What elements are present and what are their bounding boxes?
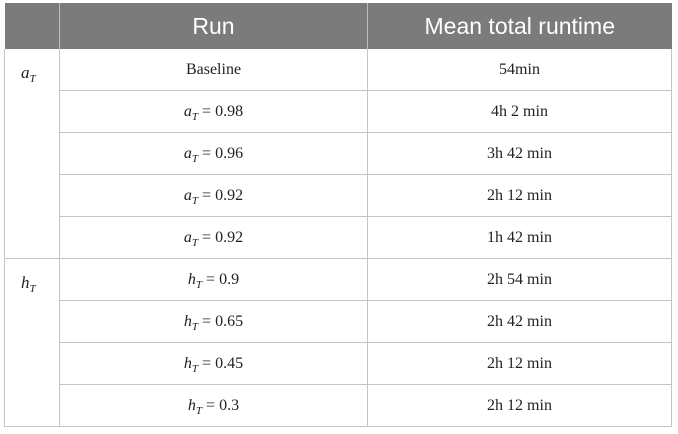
- run-sub: T: [195, 278, 203, 291]
- run-sub: T: [191, 110, 199, 123]
- run-cell: hT = 0.65: [59, 300, 368, 343]
- table-row: aT = 0.92 1h 42 min: [5, 216, 672, 259]
- group-label-var: a: [21, 63, 30, 82]
- run-eq: = 0.65: [198, 312, 244, 330]
- run-eq: = 0.98: [198, 102, 244, 120]
- run-var: h: [183, 354, 192, 372]
- run-eq: = 0.45: [198, 354, 244, 372]
- table-row: hT = 0.3 2h 12 min: [5, 384, 672, 427]
- runtime-table: Run Mean total runtime aT Baseline 54min…: [4, 3, 672, 427]
- group-label-h: hT: [4, 258, 60, 427]
- group-label-var: h: [21, 273, 30, 292]
- run-sub: T: [191, 152, 199, 165]
- runtime-cell: 4h 2 min: [367, 90, 672, 133]
- run-cell: hT = 0.45: [59, 342, 368, 385]
- header-run-column: Run: [59, 3, 368, 49]
- run-sub: T: [191, 320, 199, 333]
- runtime-cell: 2h 54 min: [367, 258, 672, 301]
- group-label-a: aT: [4, 49, 60, 259]
- runtime-cell: 2h 12 min: [367, 384, 672, 427]
- run-eq: = 0.96: [198, 144, 244, 162]
- run-sub: T: [191, 236, 199, 249]
- run-eq: = 0.92: [198, 186, 244, 204]
- run-text: Baseline: [185, 60, 242, 78]
- table-row: aT = 0.98 4h 2 min: [5, 90, 672, 133]
- run-var: h: [187, 270, 196, 288]
- table-row: hT = 0.65 2h 42 min: [5, 300, 672, 343]
- run-cell: hT = 0.3: [59, 384, 368, 427]
- run-eq: = 0.92: [198, 228, 244, 246]
- run-sub: T: [191, 362, 199, 375]
- runtime-cell: 2h 42 min: [367, 300, 672, 343]
- header-row: Run Mean total runtime: [4, 3, 672, 49]
- table-row: hT hT = 0.9 2h 54 min: [4, 258, 672, 427]
- runtime-table-container: Run Mean total runtime aT Baseline 54min…: [4, 3, 672, 427]
- run-sub: T: [195, 404, 203, 417]
- table-row: hT = 0.45 2h 12 min: [5, 342, 672, 385]
- table-row: aT = 0.96 3h 42 min: [5, 132, 672, 175]
- table-body: aT Baseline 54min aT = 0.98 4h 2 min aT …: [4, 49, 672, 427]
- run-sub: T: [191, 194, 199, 207]
- run-var: h: [183, 312, 192, 330]
- group-label-sub: T: [29, 73, 36, 85]
- group-label-sub: T: [29, 283, 36, 295]
- run-eq: = 0.9: [202, 270, 240, 288]
- run-var: a: [183, 144, 192, 162]
- run-cell: aT = 0.92: [59, 216, 368, 259]
- header-runtime-column: Mean total runtime: [367, 3, 672, 49]
- run-cell: aT = 0.96: [59, 132, 368, 175]
- table-row: aT Baseline 54min: [4, 49, 672, 259]
- runtime-cell: 2h 12 min: [367, 174, 672, 217]
- run-var: a: [183, 228, 192, 246]
- run-eq: = 0.3: [202, 396, 240, 414]
- run-cell: Baseline: [59, 49, 368, 91]
- table-row: aT = 0.92 2h 12 min: [5, 174, 672, 217]
- runtime-cell: 54min: [367, 49, 672, 91]
- run-var: a: [183, 186, 192, 204]
- runtime-cell: 2h 12 min: [367, 342, 672, 385]
- run-cell: hT = 0.9: [59, 258, 368, 301]
- run-cell: aT = 0.92: [59, 174, 368, 217]
- header-group-column: [4, 3, 60, 49]
- run-var: a: [183, 102, 192, 120]
- runtime-cell: 3h 42 min: [367, 132, 672, 175]
- run-var: h: [187, 396, 196, 414]
- run-cell: aT = 0.98: [59, 90, 368, 133]
- table-header: Run Mean total runtime: [4, 3, 672, 49]
- runtime-cell: 1h 42 min: [367, 216, 672, 259]
